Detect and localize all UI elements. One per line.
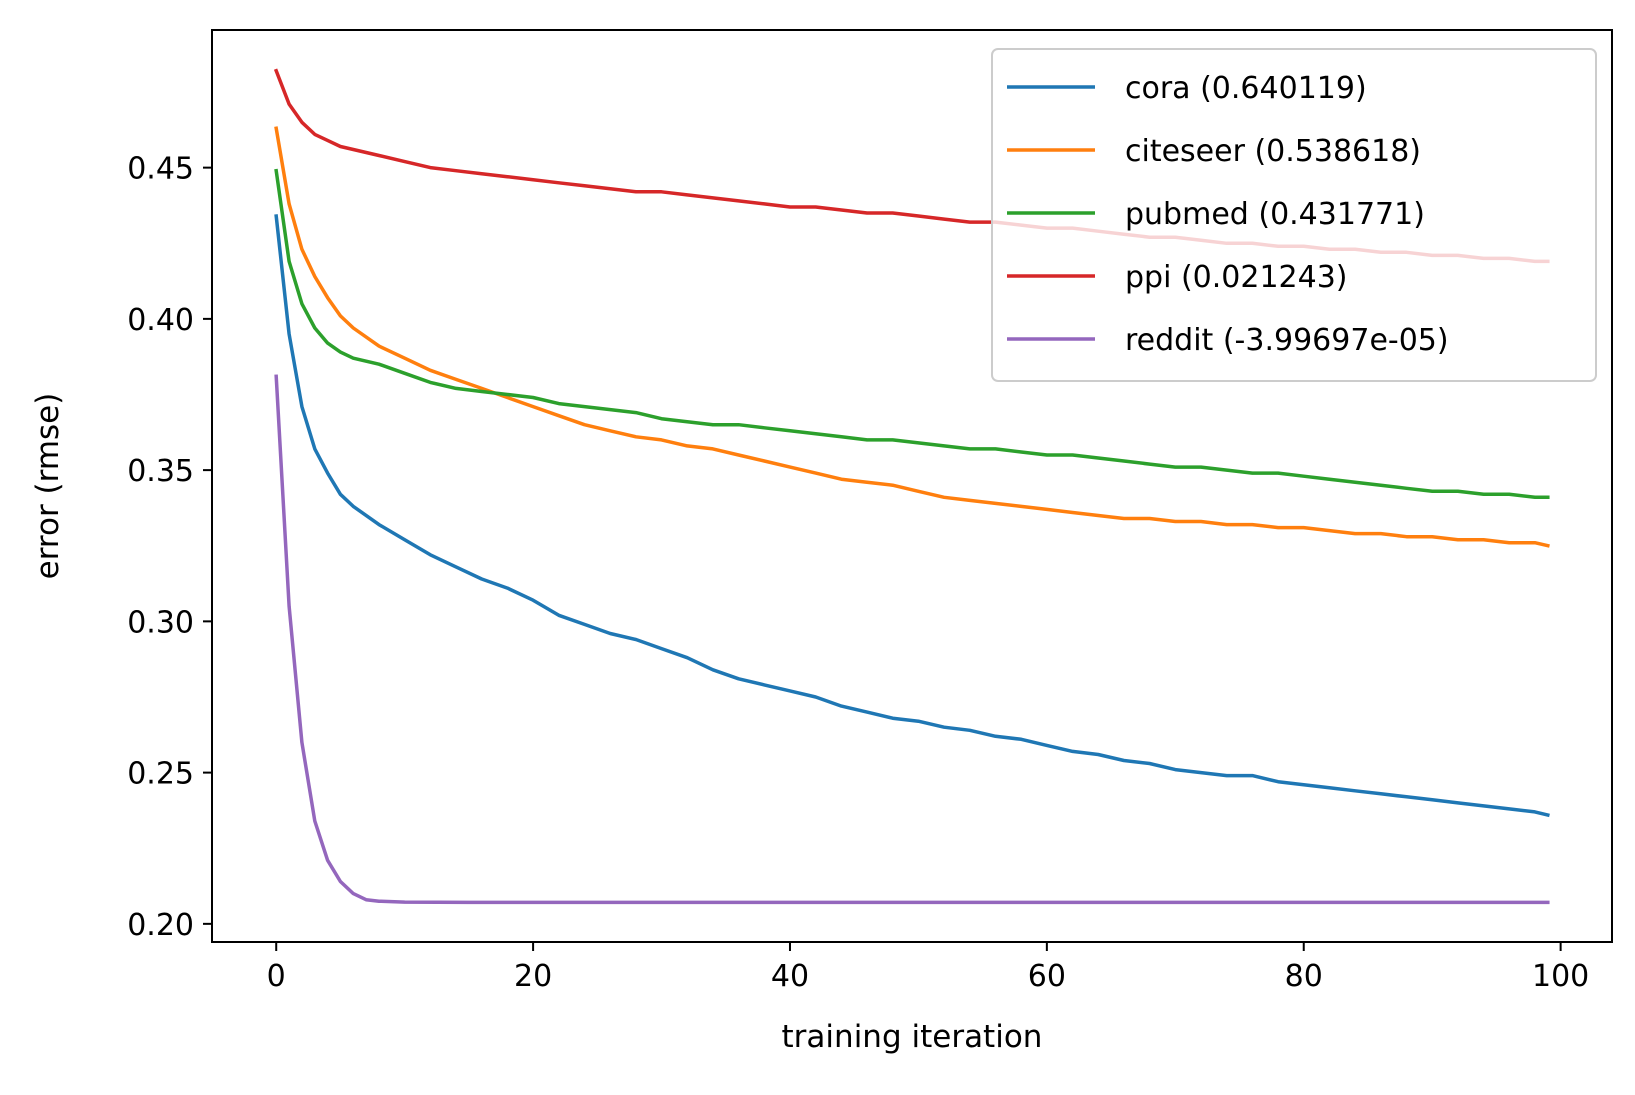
legend-label: pubmed (0.431771)	[1125, 197, 1425, 232]
legend-label: citeseer (0.538618)	[1125, 134, 1421, 169]
x-tick-label: 100	[1532, 959, 1589, 994]
plot-lines	[273, 68, 1550, 905]
series-line-0	[274, 214, 1550, 818]
legend-label: ppi (0.021243)	[1125, 260, 1348, 295]
x-axis-title: training iteration	[782, 1019, 1043, 1055]
x-tick-label: 0	[267, 959, 286, 994]
legend-frame	[991, 48, 1597, 382]
y-tick-label: 0.30	[127, 605, 194, 640]
legend-label: reddit (-3.99697e-05)	[1125, 323, 1449, 358]
y-tick-label: 0.45	[127, 152, 194, 187]
y-tick-label: 0.25	[127, 757, 194, 792]
x-tick-label: 20	[514, 959, 552, 994]
y-axis-title: error (rmse)	[30, 393, 66, 580]
y-tick-label: 0.20	[127, 908, 194, 943]
series-line-2	[274, 168, 1550, 500]
x-tick-label: 60	[1028, 959, 1066, 994]
x-axis: 0 20 40 60 80 100	[267, 942, 1589, 994]
legend-label: cora (0.640119)	[1125, 71, 1367, 106]
y-tick-label: 0.40	[127, 303, 194, 338]
series-line-1	[274, 126, 1550, 548]
axes-frame	[211, 29, 1613, 943]
x-tick-label: 80	[1285, 959, 1323, 994]
legend: cora (0.640119) citeseer (0.538618) pubmed…	[991, 48, 1597, 382]
y-tick-label: 0.35	[127, 454, 194, 489]
y-axis: 0.20 0.25 0.30 0.35 0.40 0.45	[127, 152, 212, 943]
series-line-4	[274, 374, 1550, 905]
x-tick-label: 40	[771, 959, 809, 994]
